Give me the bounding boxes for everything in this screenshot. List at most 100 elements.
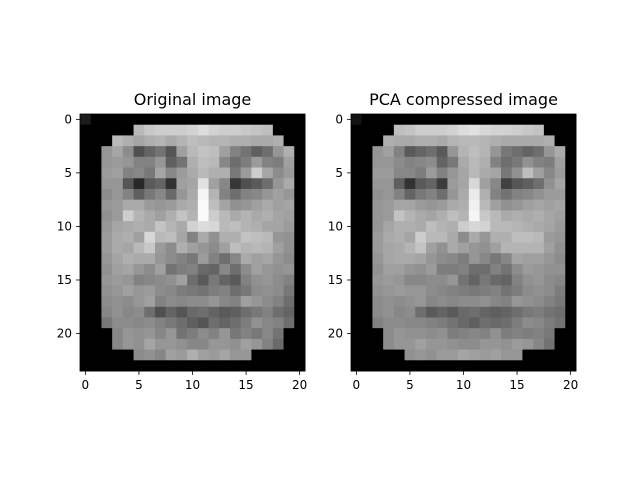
pixel-cell xyxy=(436,285,448,297)
pixel-cell xyxy=(122,178,134,190)
pixel-cell xyxy=(468,328,480,340)
pixel-cell xyxy=(415,135,427,147)
pixel-cell xyxy=(565,306,577,318)
pixel-cell xyxy=(426,349,438,361)
pixel-cell xyxy=(554,156,566,168)
pixel-cell xyxy=(458,285,470,297)
pixel-cell xyxy=(90,210,102,222)
pixel-cell xyxy=(240,263,252,276)
pixel-cell xyxy=(262,167,274,179)
pixel-cell xyxy=(144,360,156,372)
pixel-cell xyxy=(187,124,199,136)
pixel-cell xyxy=(144,338,156,350)
pixel-cell xyxy=(101,242,113,254)
pixel-cell xyxy=(554,135,566,147)
pixel-cell xyxy=(165,178,177,190)
pixel-cell xyxy=(533,156,545,168)
pixel-cell xyxy=(240,135,252,147)
pixel-cell xyxy=(144,328,156,340)
pixel-cell xyxy=(415,296,427,308)
pixel-cell xyxy=(262,178,274,190)
pixel-cell xyxy=(415,221,427,233)
pixel-cell xyxy=(272,317,284,329)
pixel-cell xyxy=(251,199,263,211)
pixel-cell xyxy=(543,167,555,179)
pixel-cell xyxy=(479,135,491,147)
pixel-cell xyxy=(511,221,523,233)
pixel-cell xyxy=(187,156,199,168)
pixel-cell xyxy=(262,210,274,222)
pixel-cell xyxy=(176,210,188,222)
pixel-cell xyxy=(208,360,220,372)
pixel-cell xyxy=(283,221,295,233)
pixel-cell xyxy=(272,146,284,158)
pixel-cell xyxy=(208,306,220,318)
pixel-cell xyxy=(458,274,470,286)
pixel-cell xyxy=(415,188,427,201)
pixel-cell xyxy=(522,114,534,126)
pixel-cell xyxy=(187,188,199,201)
pixel-cell xyxy=(426,328,438,340)
pixel-cell xyxy=(176,221,188,233)
pixel-cell xyxy=(415,156,427,168)
y-tick-label: 15 xyxy=(328,273,343,287)
pixel-cell xyxy=(533,242,545,254)
pixel-cell xyxy=(101,285,113,297)
pixel-cell xyxy=(447,242,459,254)
pixel-cell xyxy=(361,338,373,350)
pixel-cell xyxy=(554,349,566,361)
pixel-cell xyxy=(415,338,427,350)
pixel-cell xyxy=(393,317,405,329)
pixel-cell xyxy=(101,296,113,308)
pixel-cell xyxy=(404,242,416,254)
pixel-cell xyxy=(155,349,167,361)
pixel-cell xyxy=(144,221,156,233)
pixel-cell xyxy=(187,114,199,126)
pixel-cell xyxy=(565,188,577,201)
pixel-cell xyxy=(522,221,534,233)
pixel-cell xyxy=(133,114,145,126)
pixel-cell xyxy=(458,263,470,276)
pixel-cell xyxy=(112,199,124,211)
pixel-cell xyxy=(176,253,188,265)
pixel-cell xyxy=(522,231,534,243)
pixel-cell xyxy=(272,199,284,211)
pixel-cell xyxy=(122,124,134,136)
pixel-cell xyxy=(415,285,427,297)
pixel-cell xyxy=(447,210,459,222)
pixel-cell xyxy=(112,156,124,168)
pixel-cell xyxy=(112,296,124,308)
pixel-cell xyxy=(490,135,502,147)
pixel-cell xyxy=(543,135,555,147)
pixel-cell xyxy=(501,349,513,361)
pixel-cell xyxy=(372,188,384,201)
pixel-cell xyxy=(372,221,384,233)
pixel-cell xyxy=(251,274,263,286)
pixel-cell xyxy=(187,178,199,190)
pixel-cell xyxy=(262,263,274,276)
pixel-cell xyxy=(240,253,252,265)
pixel-cell xyxy=(383,135,395,147)
pixel-cell xyxy=(501,285,513,297)
pixel-cell xyxy=(393,199,405,211)
pixel-cell xyxy=(122,114,134,126)
pixel-cell xyxy=(197,221,209,233)
pixel-cell xyxy=(197,296,209,308)
pixel-cell xyxy=(197,285,209,297)
pixel-cell xyxy=(361,360,373,372)
pixel-cell xyxy=(436,167,448,179)
pixel-cell xyxy=(490,210,502,222)
pixel-cell xyxy=(155,338,167,350)
pixel-cell xyxy=(415,199,427,211)
pixel-cell xyxy=(101,210,113,222)
pixel-cell xyxy=(80,317,92,329)
pixel-cell xyxy=(511,306,523,318)
pixel-cell xyxy=(155,360,167,372)
pixel-cell xyxy=(426,114,438,126)
pixel-cell xyxy=(122,285,134,297)
pixel-cell xyxy=(533,328,545,340)
pixel-cell xyxy=(511,210,523,222)
pixel-cell xyxy=(187,199,199,211)
pixel-cell xyxy=(393,274,405,286)
pixel-cell xyxy=(90,338,102,350)
